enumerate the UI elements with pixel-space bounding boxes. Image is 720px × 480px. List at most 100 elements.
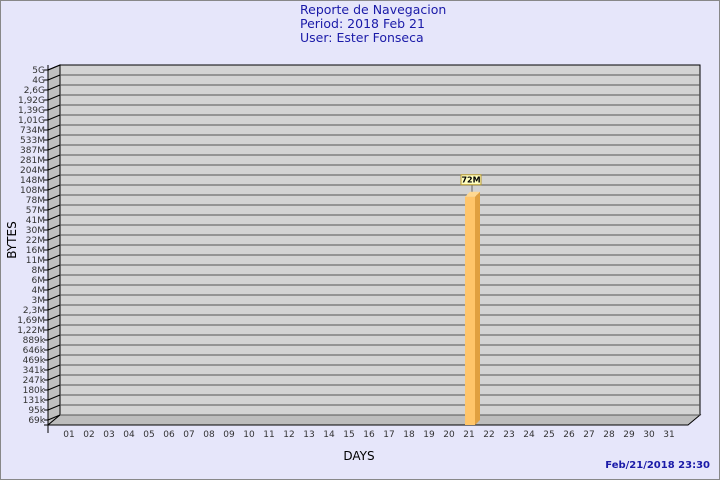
y-tick-depth (47, 264, 61, 271)
y-tick-depth (47, 134, 61, 141)
y-tick-label: 646k (23, 346, 46, 356)
x-tick-label: 26 (563, 430, 575, 440)
x-tick-label: 02 (83, 430, 94, 440)
x-tick-label: 20 (443, 430, 455, 440)
y-tick-depth (47, 354, 61, 361)
y-tick-depth (47, 274, 61, 281)
y-tick-depth (47, 334, 61, 341)
y-tick-depth (47, 404, 61, 411)
y-tick-depth (47, 224, 61, 231)
y-tick-label: 387M (20, 146, 45, 156)
y-tick-depth (47, 324, 61, 331)
y-tick-depth (47, 64, 61, 71)
x-tick-label: 08 (203, 430, 215, 440)
y-tick-label: 148M (20, 176, 45, 186)
plot-floor (46, 414, 702, 426)
y-tick-label: 2,3M (23, 306, 45, 316)
x-tick-label: 30 (643, 430, 655, 440)
x-tick-label: 06 (163, 430, 175, 440)
y-tick-depth (47, 414, 61, 421)
x-tick-label: 28 (603, 430, 615, 440)
y-tick-label: 1,69M (17, 316, 45, 326)
y-tick-depth (47, 94, 61, 101)
y-tick-label: 1,92G (18, 96, 45, 106)
y-tick-depth (47, 254, 61, 261)
y-tick-label: 5G (32, 66, 45, 76)
bar-top (465, 191, 480, 197)
y-tick-depth (47, 314, 61, 321)
x-tick-label: 19 (423, 430, 435, 440)
timestamp: Feb/21/2018 23:30 (605, 460, 710, 471)
x-tick-label: 23 (503, 430, 514, 440)
y-tick-label: 69k (28, 416, 45, 426)
x-tick-label: 03 (103, 430, 114, 440)
x-tick-label: 07 (183, 430, 194, 440)
y-tick-label: 3M (32, 296, 46, 306)
y-tick-label: 2,6G (24, 86, 45, 96)
y-axis-label: BYTES (5, 221, 19, 258)
y-tick-label: 734M (20, 126, 45, 136)
bar-side (475, 191, 480, 425)
x-tick-label: 12 (283, 430, 294, 440)
report-user: User: Ester Fonseca (300, 30, 424, 45)
y-tick-label: 281M (20, 156, 45, 166)
x-tick-label: 25 (543, 430, 554, 440)
x-tick-label: 22 (483, 430, 494, 440)
x-axis-label: DAYS (343, 449, 374, 463)
y-tick-label: 533M (20, 136, 45, 146)
y-tick-depth (47, 294, 61, 301)
y-tick-depth (47, 214, 61, 221)
y-tick-depth (47, 84, 61, 91)
y-tick-depth (47, 344, 61, 351)
y-tick-label: 57M (26, 206, 45, 216)
y-tick-label: 41M (26, 216, 45, 226)
y-tick-label: 16M (26, 246, 45, 256)
x-tick-label: 27 (583, 430, 594, 440)
y-tick-label: 131k (23, 396, 46, 406)
x-tick-label: 11 (263, 430, 274, 440)
x-tick-label: 18 (403, 430, 415, 440)
report-title: Reporte de Navegacion (300, 2, 447, 17)
y-tick-depth (47, 104, 61, 111)
y-tick-label: 1,01G (18, 116, 45, 126)
y-tick-label: 889k (23, 336, 46, 346)
x-tick-label: 15 (343, 430, 354, 440)
data-label-box (460, 174, 482, 186)
bar (465, 196, 475, 425)
y-tick-label: 247k (23, 376, 46, 386)
y-tick-depth (47, 244, 61, 251)
y-tick-depth (47, 144, 61, 151)
x-tick-label: 16 (363, 430, 375, 440)
y-tick-depth (47, 154, 61, 161)
y-tick-depth (47, 234, 61, 241)
y-tick-depth (47, 204, 61, 211)
x-tick-label: 01 (63, 430, 74, 440)
y-tick-label: 204M (20, 166, 45, 176)
x-tick-label: 10 (243, 430, 255, 440)
x-tick-label: 17 (383, 430, 394, 440)
y-tick-depth (47, 384, 61, 391)
x-tick-label: 29 (623, 430, 635, 440)
y-tick-depth (47, 174, 61, 181)
y-tick-depth (47, 284, 61, 291)
x-tick-label: 24 (523, 430, 535, 440)
y-tick-depth (47, 114, 61, 121)
y-tick-depth (47, 304, 61, 311)
y-tick-label: 108M (20, 186, 45, 196)
y-tick-label: 180k (23, 386, 46, 396)
x-tick-label: 04 (123, 430, 135, 440)
y-tick-label: 341k (23, 366, 46, 376)
data-label: 72M (461, 176, 480, 185)
y-tick-label: 8M (32, 266, 46, 276)
y-tick-label: 95k (28, 406, 45, 416)
x-tick-label: 09 (223, 430, 235, 440)
x-tick-label: 31 (663, 430, 674, 440)
y-tick-label: 22M (26, 236, 45, 246)
y-tick-depth (47, 184, 61, 191)
y-tick-label: 6M (32, 276, 46, 286)
y-tick-depth (47, 164, 61, 171)
plot-back (59, 64, 701, 416)
y-tick-depth (47, 394, 61, 401)
x-tick-label: 13 (303, 430, 314, 440)
report-period: Period: 2018 Feb 21 (300, 16, 425, 31)
